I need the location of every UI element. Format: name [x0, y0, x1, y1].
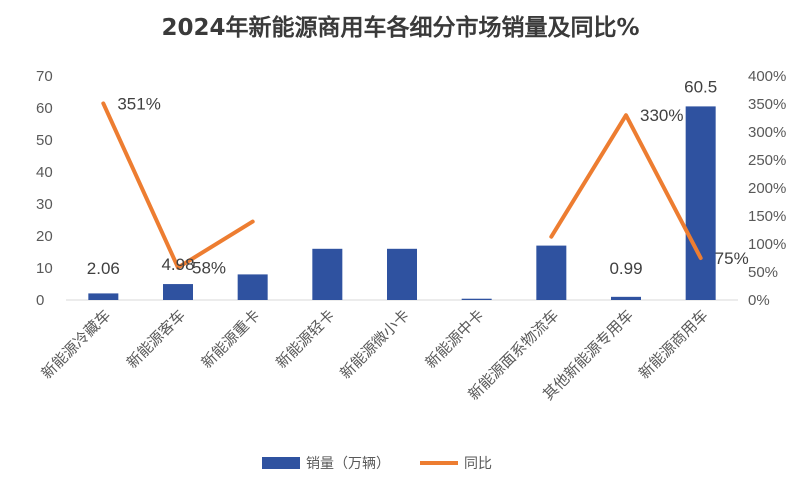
line-data-label: 75%	[715, 249, 749, 268]
bar-sales	[312, 248, 343, 300]
bar-sales	[611, 296, 641, 300]
y-left-tick-label: 50	[36, 132, 53, 149]
y-right-tick-label: 0%	[748, 292, 770, 309]
x-category-label: 新能源重卡	[198, 306, 264, 372]
x-category-label: 新能源微小卡	[336, 306, 412, 382]
bar-sales	[685, 106, 716, 301]
chart-title: 2024年新能源商用车各细分市场销量及同比%	[161, 15, 640, 41]
y-left-tick-label: 40	[36, 164, 53, 181]
y-left-tick-label: 0	[36, 292, 44, 309]
bar-data-label: 60.5	[684, 77, 717, 96]
x-category-label: 新能源冷藏车	[38, 306, 114, 382]
legend-label-yoy: 同比	[464, 456, 492, 472]
y-left-tick-label: 30	[36, 196, 53, 213]
y-left-tick-label: 60	[36, 100, 53, 117]
y-right-tick-label: 400%	[748, 68, 786, 85]
y-right-tick-label: 300%	[748, 124, 786, 141]
y-right-tick-label: 50%	[748, 264, 778, 281]
y-right-tick-label: 100%	[748, 236, 786, 253]
y-left-tick-label: 10	[36, 260, 53, 277]
x-category-label: 新能源轻卡	[272, 306, 338, 372]
y-right-tick-label: 350%	[748, 96, 786, 113]
bar-sales	[536, 245, 567, 300]
x-category-label: 新能源中卡	[422, 306, 488, 372]
bar-sales	[163, 284, 193, 300]
bar-sales	[88, 293, 119, 300]
line-data-label: 351%	[117, 94, 160, 113]
line-data-label: 58%	[192, 259, 226, 278]
line-data-label: 330%	[640, 106, 683, 125]
legend-label-sales: 销量（万辆）	[306, 456, 390, 472]
legend-swatch-sales	[262, 457, 300, 469]
bar-data-label: 4.98	[161, 255, 194, 274]
bar-sales	[461, 298, 492, 300]
y-right-tick-label: 250%	[748, 152, 786, 169]
line-yoy	[549, 113, 703, 260]
line-yoy	[101, 101, 255, 270]
y-right-tick-label: 200%	[748, 180, 786, 197]
y-right-tick-label: 150%	[748, 208, 786, 225]
bar-data-label: 0.99	[609, 259, 642, 278]
bar-data-label: 2.06	[87, 259, 120, 278]
x-category-label: 新能源商用车	[635, 306, 711, 382]
bar-sales	[237, 274, 268, 300]
bar-sales	[387, 248, 417, 300]
y-left-tick-label: 70	[36, 68, 53, 85]
x-category-label: 新能源客车	[123, 306, 189, 372]
y-left-tick-label: 20	[36, 228, 53, 245]
